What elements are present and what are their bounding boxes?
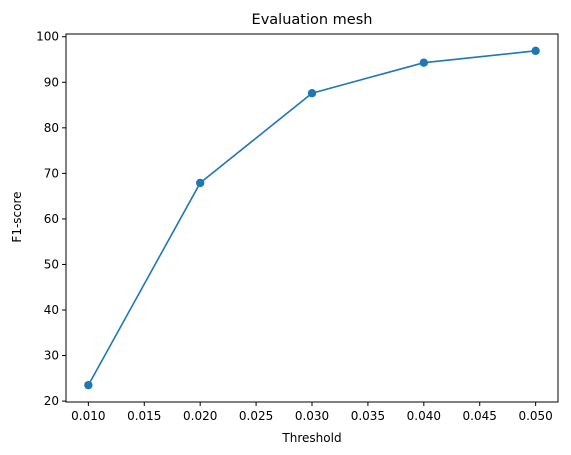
data-point (84, 380, 93, 390)
y-tick-label: 90 (44, 75, 59, 89)
data-point (419, 58, 429, 67)
y-axis-label: F1-score (10, 191, 24, 242)
data-point (307, 89, 317, 98)
axes: 0.010 0.015 0.020 0.025 0.030 0.035 0.040 0.045… (36, 30, 559, 423)
x-tick-label: 0.050 (518, 409, 552, 423)
x-tick-label: 0.010 (71, 409, 105, 423)
y-tick-label: 30 (44, 349, 59, 363)
x-tick-label: 0.025 (239, 409, 273, 423)
series-layer (84, 46, 540, 390)
y-tick-label: 20 (44, 394, 59, 408)
x-tick-label: 0.045 (463, 409, 497, 423)
x-tick-label: 0.035 (351, 409, 385, 423)
x-axis-label: Threshold (281, 431, 341, 445)
x-tick-label: 0.020 (183, 409, 217, 423)
data-point (195, 178, 205, 188)
y-tick-label: 50 (44, 257, 59, 271)
x-tick-label: 0.030 (295, 409, 329, 423)
data-point (531, 46, 540, 56)
y-tick-label: 60 (44, 212, 59, 226)
x-tick-label: 0.015 (127, 409, 161, 423)
y-tick-label: 100 (36, 30, 59, 44)
y-tick-label: 70 (44, 166, 59, 180)
y-tick-label: 40 (44, 303, 59, 317)
x-tick-label: 0.040 (407, 409, 441, 423)
y-tick-label: 80 (44, 121, 59, 135)
chart-title: Evaluation mesh (252, 12, 373, 28)
